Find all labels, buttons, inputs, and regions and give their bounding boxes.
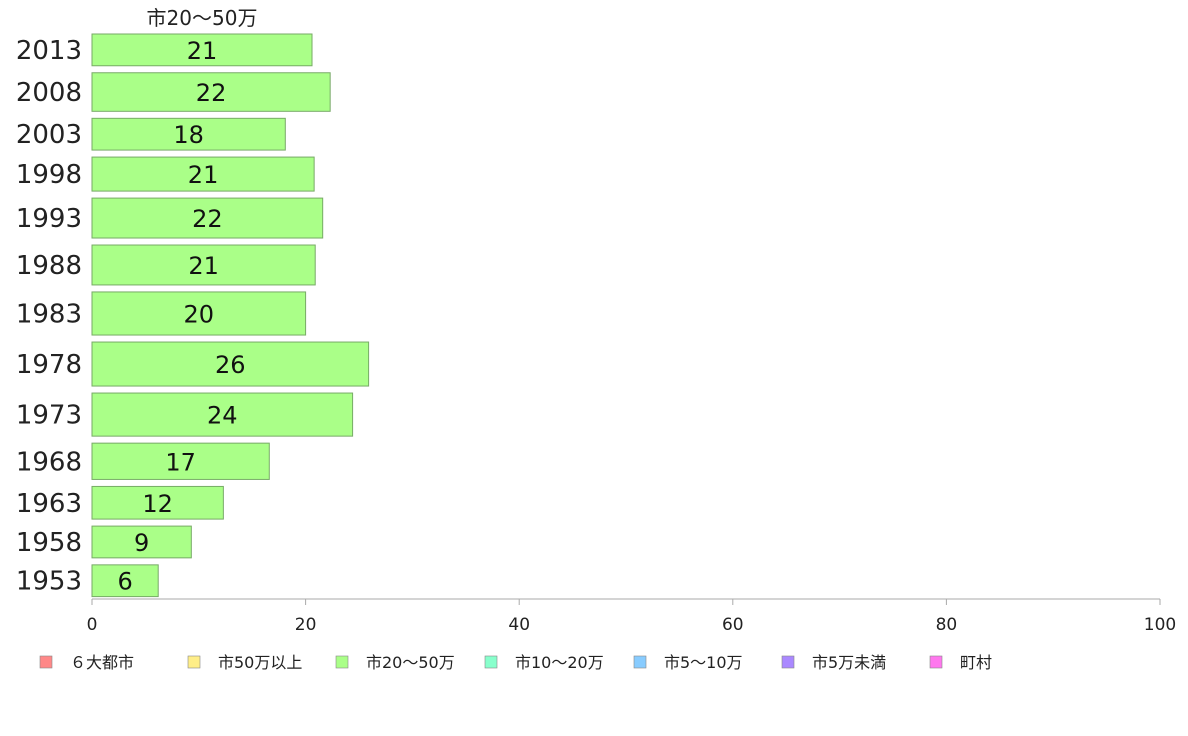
data-label: 26 [215,351,246,379]
bar-2013 [91,33,313,67]
legend-label: 市50万以上 [218,653,302,672]
data-label: 12 [142,490,173,518]
y-tick-label: 1968 [16,447,82,477]
data-label: 20 [184,300,215,328]
x-tick-label: 80 [936,615,958,635]
data-label: 24 [207,402,238,430]
y-tick-label: 1988 [16,251,82,281]
x-tick-label: 0 [87,615,98,635]
bars-group: 2013 21 2008 22 2003 18 1998 21 1993 22 1988 21 1983… [16,33,370,598]
legend-label: 市5万未満 [812,653,886,672]
x-axis: 0 20 40 60 80 100 [87,598,1176,635]
legend-label: 町村 [960,653,992,672]
y-tick-label: 2003 [16,120,82,150]
y-tick-label: 1973 [16,401,82,431]
y-tick-label: 1963 [16,489,82,519]
legend-swatch [781,655,795,669]
bar-2003 [91,117,286,151]
legend-swatch [633,655,647,669]
data-label: 17 [165,448,196,476]
data-label: 22 [192,205,223,233]
x-tick-label: 40 [508,615,530,635]
legend-label: 市20〜50万 [366,653,455,672]
bar-1988 [91,244,316,286]
x-tick-label: 20 [295,615,317,635]
bar-1958 [91,525,192,559]
data-label: 18 [173,121,204,149]
bar-2008 [91,72,331,112]
bar-1983 [91,291,307,336]
y-tick-label: 1983 [16,299,82,329]
x-tick-label: 100 [1144,615,1176,635]
data-label: 21 [188,161,219,189]
legend-swatch [187,655,201,669]
x-tick-label: 60 [722,615,744,635]
bar-1968 [91,442,270,480]
y-tick-label: 2008 [16,78,82,108]
bar-1953 [91,564,159,598]
legend-label: 市10〜20万 [515,653,604,672]
legend-swatch [39,655,53,669]
y-tick-label: 1993 [16,204,82,234]
legend: ６大都市 市50万以上 市20〜50万 市10〜20万 市5〜10万 市5万未満 町村 [39,653,992,672]
legend-swatch [929,655,943,669]
y-tick-label: 1958 [16,528,82,558]
data-label: 22 [196,79,227,107]
legend-label: ６大都市 [70,653,134,672]
legend-label: 市5〜10万 [664,653,743,672]
bar-1973 [91,392,354,437]
data-label: 9 [134,529,149,557]
data-label: 6 [117,568,132,596]
bar-1998 [91,156,315,192]
legend-swatch [484,655,498,669]
y-tick-label: 1953 [16,567,82,597]
legend-swatch [335,655,349,669]
data-label: 21 [187,37,218,65]
bar-1978 [91,341,370,387]
bar-1963 [91,485,224,520]
bar-1993 [91,197,324,239]
y-tick-label: 2013 [16,36,82,66]
column-title: 市20〜50万 [147,6,258,30]
y-tick-label: 1998 [16,160,82,190]
y-tick-label: 1978 [16,350,82,380]
data-label: 21 [188,252,219,280]
